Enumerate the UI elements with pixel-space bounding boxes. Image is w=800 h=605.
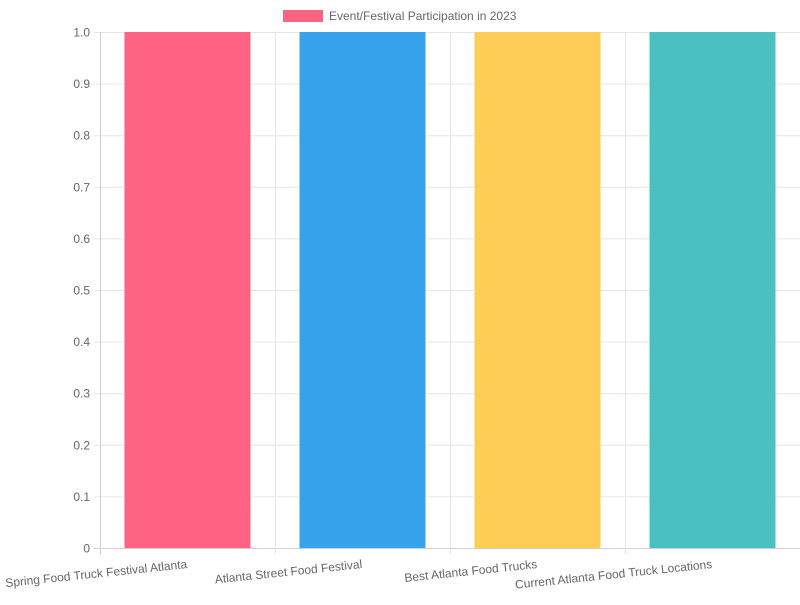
bars: [124, 32, 776, 548]
y-tick-label: 0.3: [73, 387, 90, 401]
x-tick-label: Atlanta Street Food Festival: [214, 557, 363, 586]
y-tick-label: 0.5: [73, 284, 90, 298]
x-tick-label: Spring Food Truck Festival Atlanta: [5, 557, 189, 590]
legend-swatch: [283, 10, 323, 22]
bar[interactable]: [649, 32, 776, 548]
y-tick-label: 0.2: [73, 438, 90, 452]
y-tick-label: 0: [83, 542, 90, 556]
bar[interactable]: [474, 32, 601, 548]
y-tick-label: 0.6: [73, 232, 90, 246]
y-tick-label: 0.7: [73, 180, 90, 194]
y-tick-label: 0.1: [73, 490, 90, 504]
y-tick-label: 1.0: [73, 26, 90, 40]
y-tick-label: 0.9: [73, 77, 90, 91]
bar[interactable]: [299, 32, 426, 548]
legend-label: Event/Festival Participation in 2023: [329, 9, 517, 23]
y-tick-label: 0.8: [73, 129, 90, 143]
y-tick-label: 0.4: [73, 335, 90, 349]
x-tick-label: Current Atlanta Food Truck Locations: [514, 557, 712, 592]
bar[interactable]: [124, 32, 251, 548]
legend[interactable]: Event/Festival Participation in 2023: [283, 9, 517, 23]
